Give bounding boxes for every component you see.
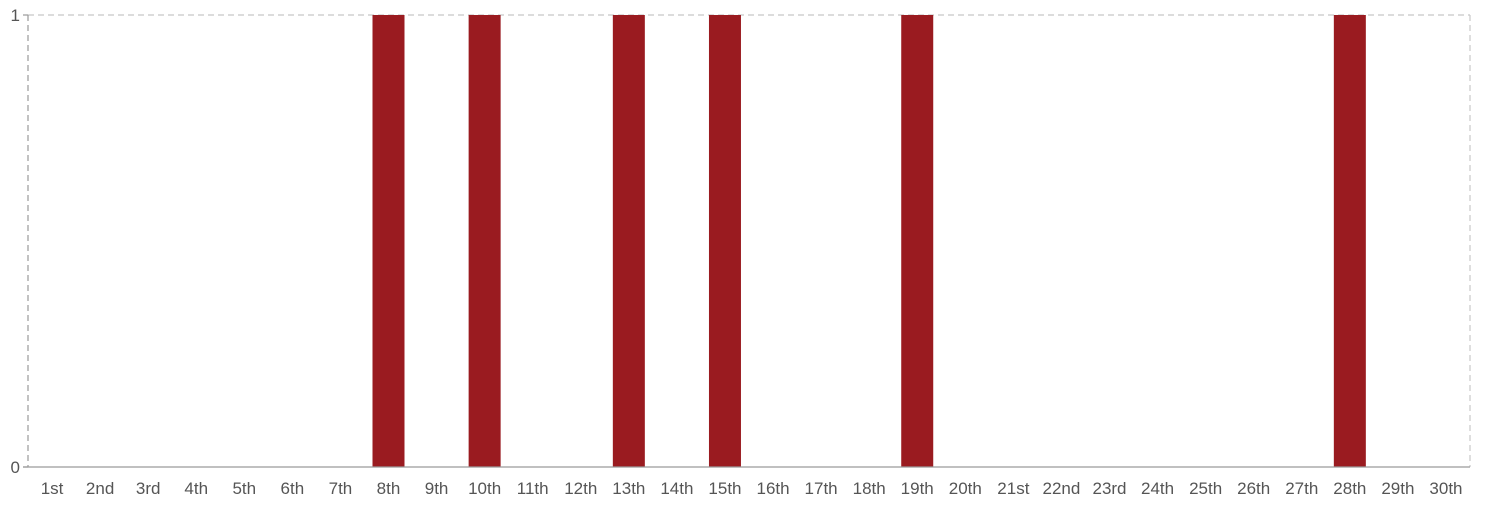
grid-layer [28, 14, 1471, 467]
x-tick-label-2nd: 2nd [86, 479, 114, 498]
x-tick-label-17th: 17th [805, 479, 838, 498]
x-tick-label-20th: 20th [949, 479, 982, 498]
y-tick-label-1: 1 [11, 6, 20, 25]
x-tick-label-29th: 29th [1381, 479, 1414, 498]
x-tick-label-26th: 26th [1237, 479, 1270, 498]
x-tick-label-25th: 25th [1189, 479, 1222, 498]
x-tick-label-9th: 9th [425, 479, 449, 498]
x-tick-label-7th: 7th [329, 479, 353, 498]
x-tick-label-15th: 15th [708, 479, 741, 498]
x-tick-label-18th: 18th [853, 479, 886, 498]
x-tick-label-28th: 28th [1333, 479, 1366, 498]
x-tick-label-1st: 1st [41, 479, 64, 498]
x-tick-label-3rd: 3rd [136, 479, 161, 498]
x-tick-label-13th: 13th [612, 479, 645, 498]
x-tick-label-23rd: 23rd [1092, 479, 1126, 498]
x-tick-label-10th: 10th [468, 479, 501, 498]
x-tick-label-30th: 30th [1429, 479, 1462, 498]
bar-15th [708, 15, 741, 467]
x-tick-label-19th: 19th [901, 479, 934, 498]
x-tick-label-8th: 8th [377, 479, 401, 498]
x-tick-label-22nd: 22nd [1043, 479, 1081, 498]
x-tick-label-12th: 12th [564, 479, 597, 498]
x-tick-label-16th: 16th [756, 479, 789, 498]
axes-layer [23, 14, 1470, 468]
bar-10th [468, 15, 501, 467]
x-tick-label-14th: 14th [660, 479, 693, 498]
x-tick-label-4th: 4th [184, 479, 208, 498]
x-tick-labels: 1st 2nd 3rd 4th 5th 6th 7th 8th 9th 10th 11th 12th 1… [41, 479, 1463, 498]
x-tick-label-6th: 6th [281, 479, 305, 498]
bars-layer [372, 15, 1366, 467]
y-tick-labels: 01 [11, 6, 20, 477]
bar-8th [372, 15, 405, 467]
x-tick-label-27th: 27th [1285, 479, 1318, 498]
x-tick-label-21st: 21st [997, 479, 1029, 498]
y-tick-label-0: 0 [11, 458, 20, 477]
bar-13th [612, 15, 645, 467]
bar-28th [1333, 15, 1366, 467]
x-tick-label-24th: 24th [1141, 479, 1174, 498]
bar-19th [901, 15, 934, 467]
x-tick-label-5th: 5th [232, 479, 256, 498]
x-tick-label-11th: 11th [517, 479, 549, 498]
